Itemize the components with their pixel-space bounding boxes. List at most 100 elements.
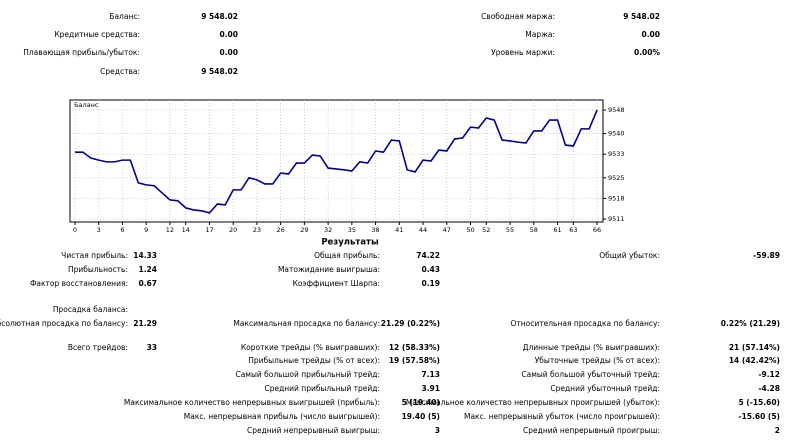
x-tick-label: 35	[348, 226, 356, 234]
summary-label: Уровень маржи:	[491, 48, 555, 57]
result-label: Самый большой убыточный трейд:	[521, 370, 660, 379]
result-label: Всего трейдов:	[68, 343, 128, 352]
x-tick-label: 29	[300, 226, 308, 234]
result-value: 0.19	[421, 279, 440, 288]
result-label: Средний прибыльный трейд:	[264, 384, 380, 393]
y-tick-label: 9518	[608, 194, 625, 202]
y-tick-label: 9511	[608, 215, 625, 223]
x-tick-label: 6	[120, 226, 124, 234]
result-value: 19.40 (5)	[402, 412, 440, 421]
result-label: Прибыльные трейды (% от всех):	[248, 356, 380, 365]
y-tick-label: 9540	[608, 130, 625, 138]
summary-label: Средства:	[100, 67, 140, 76]
result-value: 33	[147, 343, 157, 352]
result-value: -4.28	[758, 384, 780, 393]
summary-label: Баланс:	[109, 12, 140, 21]
result-value: 21.29	[133, 319, 157, 328]
result-value: 0.22% (21.29)	[721, 319, 780, 328]
x-tick-label: 9	[144, 226, 148, 234]
result-value: 5 (19.40)	[402, 398, 440, 407]
result-value: 74.22	[416, 251, 440, 260]
result-label: Прибыльность:	[68, 265, 128, 274]
result-value: 3.91	[421, 384, 440, 393]
result-value: 14 (42.42%)	[729, 356, 780, 365]
y-tick-label: 9525	[608, 174, 625, 182]
result-value: 1.24	[138, 265, 157, 274]
x-tick-label: 26	[277, 226, 285, 234]
result-value: 12 (58.33%)	[389, 343, 440, 352]
result-label: Относительная просадка по балансу:	[510, 319, 660, 328]
x-tick-label: 20	[229, 226, 237, 234]
x-tick-label: 55	[506, 226, 514, 234]
result-label: Короткие трейды (% выигравших):	[241, 343, 380, 352]
x-tick-label: 52	[482, 226, 490, 234]
result-label: Средний непрерывный проигрыш:	[523, 426, 660, 435]
chart-frame	[69, 99, 604, 223]
result-label: Макс. непрерывный убыток (число проигрыш…	[464, 412, 660, 421]
x-tick-label: 50	[466, 226, 474, 234]
result-label: Длинные трейды (% выигравших):	[523, 343, 660, 352]
x-tick-label: 41	[395, 226, 403, 234]
result-label: Матожидание выигрыша:	[278, 265, 380, 274]
result-value: 0.43	[421, 265, 440, 274]
x-tick-label: 17	[205, 226, 213, 234]
summary-value: 0.00	[641, 30, 660, 39]
x-tick-label: 32	[324, 226, 332, 234]
result-label: Макс. непрерывная прибыль (число выигрыш…	[184, 412, 380, 421]
result-label: Общий убыток:	[599, 251, 660, 260]
result-value: 21 (57.14%)	[729, 343, 780, 352]
summary-value: 9 548.02	[201, 12, 238, 21]
x-tick-label: 44	[419, 226, 427, 234]
result-value: 7.13	[421, 370, 440, 379]
x-tick-label: 61	[553, 226, 561, 234]
result-label: Общая прибыль:	[314, 251, 380, 260]
x-tick-label: 3	[97, 226, 101, 234]
x-tick-label: 0	[73, 226, 77, 234]
result-label: Самый большой прибыльный трейд:	[235, 370, 380, 379]
result-label: Средний убыточный трейд:	[550, 384, 660, 393]
result-label: Абсолютная просадка по балансу:	[0, 319, 128, 328]
result-value: -59.89	[753, 251, 780, 260]
result-label: Фактор восстановления:	[30, 279, 128, 288]
result-label: Просадка баланса:	[53, 305, 128, 314]
x-tick-label: 12	[166, 226, 174, 234]
x-tick-label: 66	[593, 226, 601, 234]
result-value: 21.29 (0.22%)	[381, 319, 440, 328]
result-label: Максимальная просадка по балансу:	[233, 319, 380, 328]
result-value: -9.12	[758, 370, 780, 379]
summary-value: 9 548.02	[623, 12, 660, 21]
summary-value: 9 548.02	[201, 67, 238, 76]
result-label: Максимальное количество непрерывных прои…	[406, 398, 660, 407]
result-value: 19 (57.58%)	[389, 356, 440, 365]
result-label: Максимальное количество непрерывных выиг…	[124, 398, 380, 407]
summary-value: 0.00%	[634, 48, 661, 57]
summary-label: Маржа:	[525, 30, 555, 39]
y-tick-label: 9533	[608, 150, 625, 158]
result-value: 2	[775, 426, 780, 435]
summary-label: Кредитные средства:	[54, 30, 140, 39]
x-tick-label: 63	[569, 226, 577, 234]
result-value: 3	[435, 426, 440, 435]
chart-title: Баланс	[74, 101, 99, 109]
x-tick-label: 47	[443, 226, 451, 234]
x-tick-label: 14	[182, 226, 190, 234]
y-tick-label: 9548	[608, 106, 625, 114]
x-tick-label: 23	[253, 226, 261, 234]
x-tick-label: 38	[371, 226, 379, 234]
balance-line	[74, 109, 598, 214]
summary-value: 0.00	[219, 30, 238, 39]
result-value: -15.60 (5)	[738, 412, 780, 421]
result-value: 14.33	[133, 251, 157, 260]
result-value: 5 (-15.60)	[738, 398, 780, 407]
result-label: Чистая прибыль:	[61, 251, 128, 260]
summary-label: Свободная маржа:	[481, 12, 555, 21]
result-label: Коэффициент Шарпа:	[293, 279, 380, 288]
result-value: 0.67	[138, 279, 157, 288]
x-tick-label: 58	[530, 226, 538, 234]
summary-label: Плавающая прибыль/убыток:	[23, 48, 140, 57]
result-label: Средний непрерывный выигрыш:	[247, 426, 380, 435]
summary-value: 0.00	[219, 48, 238, 57]
results-title: Результаты	[321, 238, 378, 248]
result-label: Убыточные трейды (% от всех):	[535, 356, 660, 365]
